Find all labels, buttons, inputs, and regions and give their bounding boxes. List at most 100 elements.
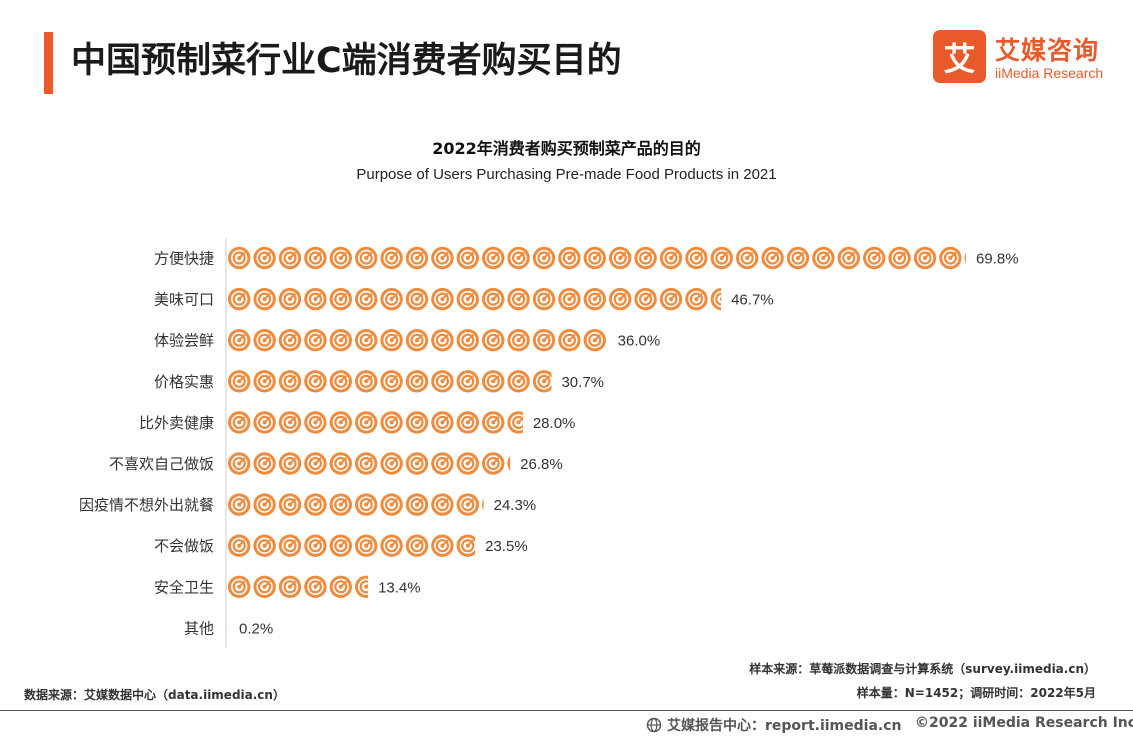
target-icon (430, 328, 455, 353)
target-icon (684, 286, 709, 312)
category-label: 安全卫生 (154, 578, 214, 596)
target-icon (862, 245, 887, 271)
target-icon (912, 245, 938, 271)
target-icon (404, 369, 430, 394)
target-icon (303, 533, 328, 558)
target-icon (379, 286, 404, 312)
data-label: 28.0% (533, 415, 576, 432)
target-icon (404, 410, 430, 435)
target-icon (481, 451, 506, 476)
target-icon (709, 245, 734, 271)
target-icon (481, 369, 506, 394)
target-icon (303, 574, 328, 599)
target-icon (404, 286, 430, 312)
brand-name-en: iiMedia Research (995, 65, 1104, 81)
data-label: 13.4% (378, 579, 421, 596)
category-label: 方便快捷 (154, 250, 214, 268)
target-icon (354, 451, 379, 476)
target-icon (658, 286, 684, 312)
target-icon (303, 245, 328, 271)
target-icon (506, 369, 531, 394)
target-icon (328, 451, 353, 476)
target-icon (328, 574, 353, 599)
target-icon (481, 286, 506, 312)
bar (227, 574, 369, 599)
footer-report-link[interactable]: 艾媒报告中心：report.iimedia.cn (667, 718, 902, 734)
target-icon (379, 245, 404, 271)
target-icon (379, 410, 404, 435)
brand-name-cn: 艾媒咨询 (995, 36, 1100, 65)
brand-logo: 艾 艾媒咨询 iiMedia Research (933, 30, 1113, 86)
target-icon (404, 492, 430, 517)
target-icon (303, 410, 328, 435)
target-icon (252, 492, 277, 517)
target-icon (227, 574, 252, 599)
target-icon (303, 286, 328, 312)
target-icon (277, 286, 303, 312)
target-icon (658, 245, 684, 271)
target-icon (354, 369, 379, 394)
target-icon (328, 410, 353, 435)
target-icon (404, 245, 430, 271)
target-icon (328, 369, 353, 394)
target-icon (709, 286, 722, 312)
target-icon (938, 245, 963, 271)
target-icon (252, 451, 277, 476)
target-icon (277, 328, 303, 353)
data-source-note: 数据来源：艾媒数据中心（data.iimedia.cn） (24, 688, 285, 702)
bar (227, 451, 511, 476)
sample-source-note: 样本来源：草莓派数据调查与计算系统（survey.iimedia.cn） (749, 662, 1096, 676)
target-icon (303, 451, 328, 476)
target-icon (430, 451, 455, 476)
target-icon (785, 245, 811, 271)
target-icon (303, 492, 328, 517)
target-icon (379, 533, 404, 558)
category-label: 体验尝鲜 (154, 332, 214, 350)
target-icon (557, 245, 582, 271)
bar (227, 369, 552, 394)
target-icon (557, 286, 582, 312)
bar (227, 492, 484, 517)
target-icon (430, 533, 455, 558)
target-icon (430, 492, 455, 517)
category-label: 价格实惠 (154, 373, 214, 391)
target-icon (481, 245, 506, 271)
target-icon (506, 328, 531, 353)
target-icon (328, 245, 353, 271)
data-label: 0.2% (239, 620, 273, 637)
target-icon (277, 245, 303, 271)
sample-size-note: 样本量：N=1452；调研时间：2022年5月 (856, 686, 1096, 700)
target-icon (252, 286, 277, 312)
category-label: 比外卖健康 (139, 414, 214, 432)
target-icon (582, 328, 607, 353)
target-icon (481, 328, 506, 353)
target-icon (836, 245, 861, 271)
data-label: 36.0% (618, 333, 661, 350)
target-icon (227, 369, 252, 394)
target-icon (354, 533, 379, 558)
target-icon (531, 328, 557, 353)
footer-copyright: ©2022 iiMedia Research Inc (915, 715, 1133, 731)
target-icon (277, 492, 303, 517)
data-label: 30.7% (561, 374, 604, 391)
target-icon (633, 286, 658, 312)
target-icon (506, 245, 531, 271)
globe-icon (646, 717, 662, 733)
target-icon (252, 328, 277, 353)
target-icon (557, 328, 582, 353)
target-icon (430, 286, 455, 312)
category-label: 因疫情不想外出就餐 (79, 496, 214, 514)
target-icon (811, 245, 836, 271)
target-icon (608, 286, 633, 312)
target-icon (455, 451, 480, 476)
target-icon (430, 369, 455, 394)
target-icon (277, 410, 303, 435)
chart-title: 2022年消费者购买预制菜产品的目的 (432, 139, 701, 158)
bar (227, 328, 607, 353)
target-icon (303, 369, 328, 394)
target-icon (252, 410, 277, 435)
target-icon (582, 286, 607, 312)
target-icon (531, 286, 557, 312)
target-icon (354, 328, 379, 353)
target-icon (354, 286, 379, 312)
